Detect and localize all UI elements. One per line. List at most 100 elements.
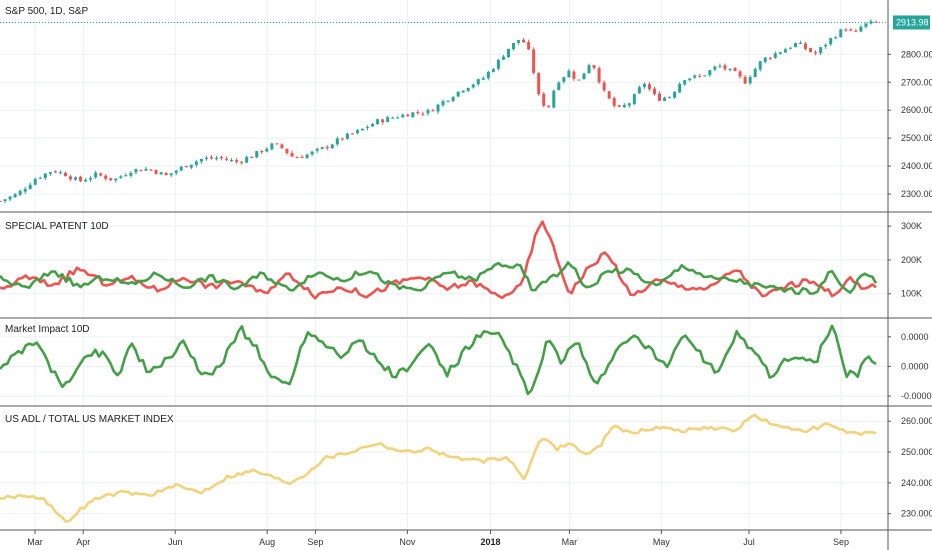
candle-body	[214, 157, 218, 159]
candle-body	[607, 91, 611, 99]
x-tick-label: Nov	[399, 537, 416, 547]
candle-body	[119, 176, 123, 178]
candle-body	[33, 178, 37, 185]
candle-body	[0, 200, 2, 202]
candle-body	[834, 37, 838, 39]
candle-body	[768, 57, 772, 59]
candle-body	[753, 68, 757, 78]
candle-body	[718, 65, 722, 67]
candle-body	[693, 75, 697, 78]
candle-body	[209, 157, 213, 159]
candle-body	[310, 151, 314, 155]
candle-body	[124, 175, 128, 177]
candle-body	[688, 78, 692, 81]
candle-body	[320, 147, 324, 149]
candle-body	[411, 112, 415, 118]
candle-body	[849, 29, 853, 31]
candle-body	[406, 114, 410, 117]
candle-body	[647, 84, 651, 90]
candle-body	[260, 150, 264, 153]
candle-body	[360, 128, 364, 131]
candle-body	[53, 171, 57, 173]
candle-body	[230, 159, 234, 161]
candle-body	[728, 68, 732, 71]
candle-body	[793, 43, 797, 48]
adl-line	[0, 413, 877, 523]
candle-body	[225, 158, 229, 160]
candle-body	[109, 178, 113, 181]
candle-body	[673, 91, 677, 98]
candle-body	[431, 110, 435, 112]
candle-body	[733, 67, 737, 72]
last-price-label: 2913.98	[896, 17, 929, 27]
y-tick-label: 250.0000	[901, 447, 932, 457]
x-tick-label: 2018	[481, 537, 501, 547]
x-tick-label: Apr	[76, 537, 90, 547]
candle-body	[663, 97, 667, 101]
candle-body	[396, 117, 400, 119]
candle-body	[391, 117, 395, 119]
candle-body	[819, 47, 823, 54]
special-patent-red-line	[0, 220, 877, 300]
grid-layer	[0, 0, 891, 530]
y-tick-label: 100K	[901, 289, 922, 299]
candle-body	[169, 173, 173, 176]
y-tick-label: 0.0000	[901, 332, 929, 342]
candle-body	[668, 97, 672, 99]
candle-body	[68, 176, 72, 180]
candle-body	[189, 164, 193, 168]
candle-body	[637, 87, 641, 94]
candle-body	[154, 169, 158, 174]
candle-body	[783, 49, 787, 53]
pane-title-market-impact: Market Impact 10D	[5, 324, 89, 335]
candle-body	[451, 97, 455, 102]
candle-body	[476, 79, 480, 85]
y-tick-label: 300K	[901, 221, 922, 231]
candle-body	[340, 138, 344, 140]
candle-body	[38, 177, 42, 179]
candle-body	[255, 151, 259, 158]
candle-body	[658, 93, 662, 101]
candle-body	[129, 172, 133, 176]
candle-body	[48, 172, 52, 174]
candle-body	[773, 53, 777, 58]
candle-body	[421, 113, 425, 115]
candle-body	[28, 184, 32, 190]
candle-body	[491, 69, 495, 72]
candle-body	[295, 157, 299, 159]
candle-body	[149, 169, 153, 171]
y-tick-label: 0.0000	[901, 361, 929, 371]
candle-body	[436, 104, 440, 112]
candle-body	[74, 177, 78, 180]
candle-body	[350, 133, 354, 135]
candle-body	[441, 101, 445, 106]
candle-body	[532, 49, 536, 73]
special-patent-green-line	[0, 261, 878, 296]
candle-body	[220, 157, 224, 159]
candle-body	[305, 154, 309, 159]
candle-body	[537, 73, 541, 95]
market-impact-line	[0, 324, 877, 396]
candle-body	[114, 178, 118, 181]
candle-body	[763, 57, 767, 63]
x-tick-label: Sep	[833, 537, 849, 547]
candle-body	[577, 79, 581, 81]
candle-body	[512, 42, 516, 50]
candle-body	[743, 76, 747, 84]
candle-body	[864, 23, 868, 27]
candle-body	[345, 133, 349, 139]
candle-body	[104, 175, 108, 179]
candle-body	[642, 83, 646, 87]
candle-body	[456, 91, 460, 97]
candle-body	[738, 71, 742, 77]
candle-body	[587, 65, 591, 74]
candle-body	[496, 59, 500, 69]
candle-body	[839, 29, 843, 38]
candle-body	[164, 172, 168, 176]
candle-body	[184, 165, 188, 168]
candle-body	[814, 52, 818, 54]
candle-body	[703, 75, 707, 77]
candle-body	[567, 70, 571, 78]
y-tick-label: 2700.00	[901, 77, 932, 87]
